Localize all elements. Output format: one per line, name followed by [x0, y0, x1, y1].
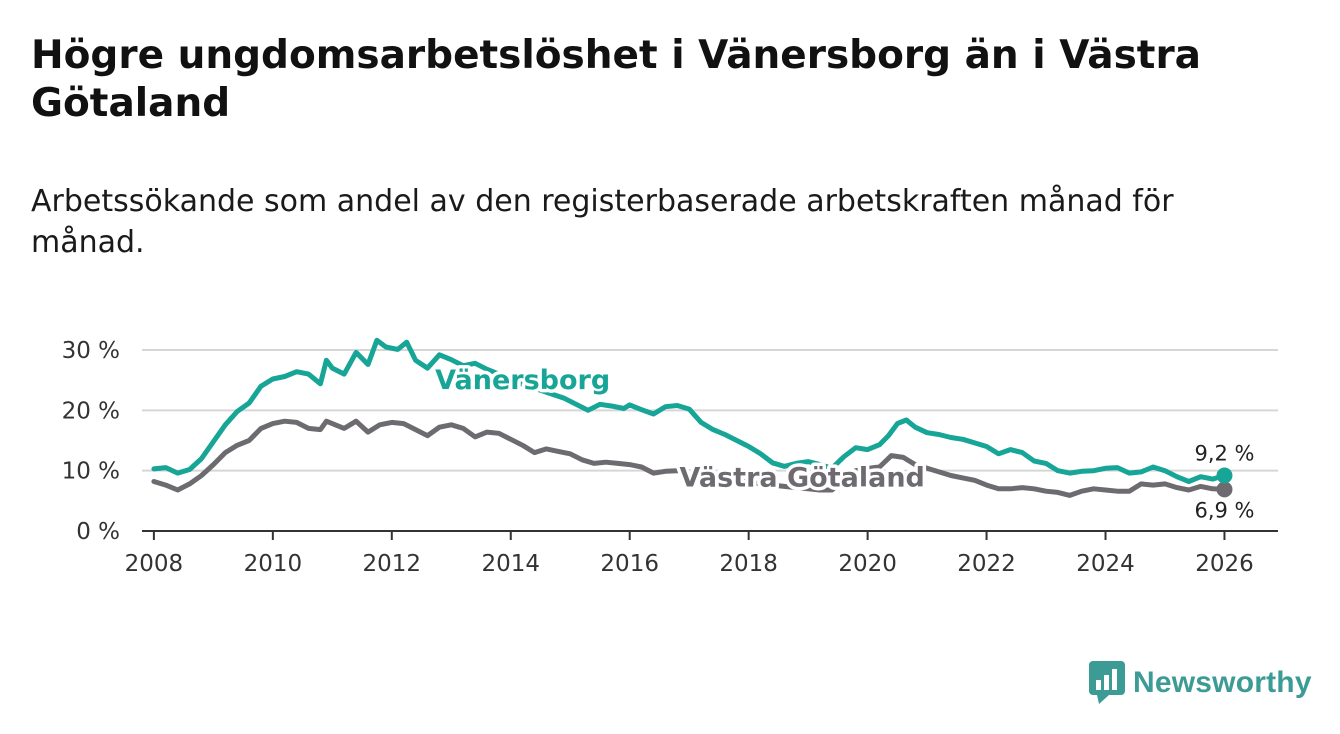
series-lines [151, 337, 1233, 498]
y-tick-label: 30 % [62, 338, 120, 364]
y-tick-label: 0 % [76, 519, 120, 545]
x-tick-label: 2014 [481, 551, 540, 577]
x-tick-label: 2008 [125, 551, 184, 577]
logo-text: Newsworthy [1133, 666, 1312, 699]
bar-chart-bubble-icon [1089, 661, 1125, 704]
chart-title: Högre ungdomsarbetslöshet i Vänersborg ä… [31, 33, 1201, 126]
end-value-label: 9,2 % [1194, 441, 1254, 465]
x-tick-label: 2016 [600, 551, 659, 577]
x-tick-label: 2012 [363, 551, 422, 577]
x-tick-label: 2022 [957, 551, 1016, 577]
series-line-vänersborg [151, 337, 1227, 484]
y-tick-label: 20 % [62, 398, 120, 424]
y-tick-label: 10 % [62, 459, 120, 485]
gridlines [142, 349, 1278, 472]
x-tick-label: 2020 [838, 551, 897, 577]
x-tick-label: 2026 [1195, 551, 1254, 577]
series-label: Vänersborg [435, 365, 610, 396]
x-tick-label: 2024 [1076, 551, 1135, 577]
chart-subtitle: Arbetssökande som andel av den registerb… [31, 184, 1174, 260]
end-point-marker [1216, 481, 1233, 498]
end-value-label: 6,9 % [1194, 498, 1254, 522]
series-label: Västra Götaland [679, 462, 924, 493]
series-labels: Vänersborg Västra Götaland 9,2 % 6,9 % [432, 362, 1255, 523]
series-line-västra-götaland [151, 418, 1227, 498]
newsworthy-logo: Newsworthy [1089, 661, 1312, 705]
end-point-marker [1216, 467, 1233, 484]
y-axis-ticks: 0 % 10 % 20 % 30 % [62, 338, 120, 545]
x-axis: 2008 2010 2012 2014 2016 2018 2020 2022 2024 2026 [125, 530, 1278, 577]
x-tick-label: 2010 [244, 551, 303, 577]
x-tick-label: 2018 [719, 551, 778, 577]
